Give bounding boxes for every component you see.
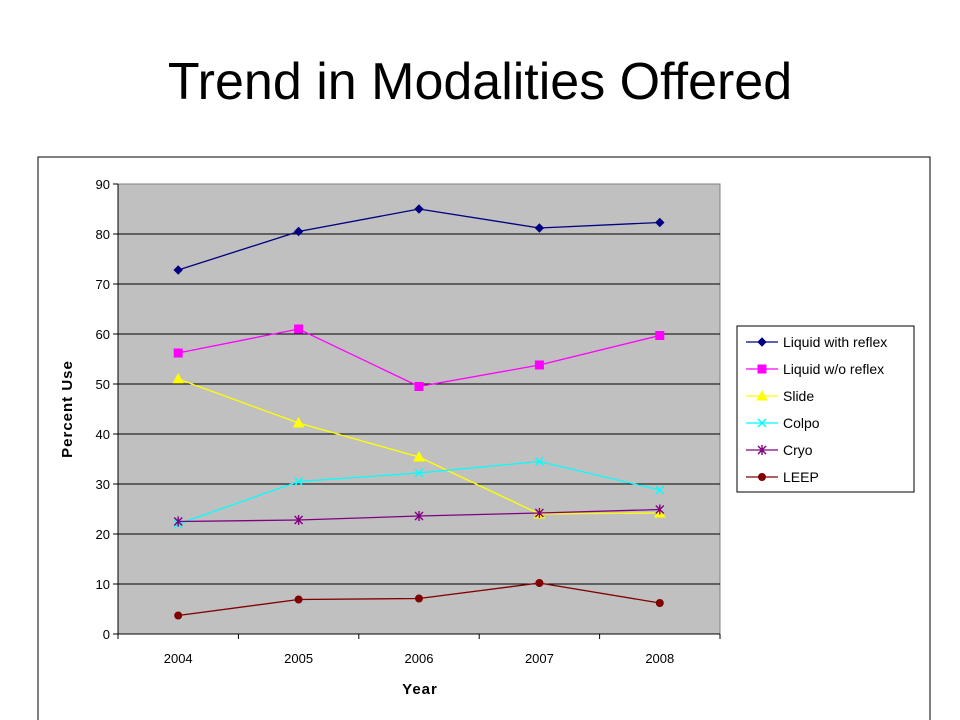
y-axis-title: Percent Use bbox=[59, 360, 76, 458]
data-point bbox=[655, 485, 665, 495]
legend-marker bbox=[756, 389, 768, 401]
data-point bbox=[655, 504, 665, 515]
y-tick-label: 30 bbox=[96, 477, 110, 492]
data-point bbox=[414, 468, 424, 478]
data-point bbox=[293, 226, 304, 237]
y-tick-label: 90 bbox=[96, 177, 110, 192]
legend-label: Liquid with reflex bbox=[783, 334, 887, 350]
data-point bbox=[174, 611, 183, 620]
legend-entry: Liquid w/o reflex bbox=[746, 361, 884, 377]
y-tick-label: 40 bbox=[96, 427, 110, 442]
legend-entry: Colpo bbox=[746, 415, 820, 431]
legend-label: Cryo bbox=[783, 442, 813, 458]
data-point bbox=[414, 511, 424, 521]
slide-title: Trend in Modalities Offered bbox=[167, 53, 793, 111]
legend-entry: Liquid with reflex bbox=[746, 334, 887, 350]
data-point bbox=[655, 331, 665, 340]
legend-label: Colpo bbox=[783, 415, 820, 431]
data-point bbox=[534, 223, 545, 233]
legend-box bbox=[736, 325, 915, 493]
series-lines bbox=[172, 204, 666, 620]
data-point bbox=[172, 372, 185, 384]
data-point bbox=[173, 265, 183, 275]
data-point bbox=[534, 360, 544, 370]
data-point bbox=[413, 450, 425, 462]
series-cryo bbox=[173, 504, 665, 527]
legend-marker bbox=[757, 337, 767, 347]
y-tick-label: 50 bbox=[96, 377, 110, 392]
series-leep bbox=[174, 579, 664, 620]
legend-label: Slide bbox=[783, 388, 814, 404]
data-point bbox=[415, 594, 423, 603]
plot-area bbox=[117, 183, 721, 635]
y-tick-label: 10 bbox=[96, 577, 110, 592]
x-tick-label: 2006 bbox=[405, 651, 434, 666]
data-point bbox=[655, 217, 665, 228]
data-point bbox=[294, 515, 304, 525]
x-tick-label: 2005 bbox=[284, 651, 313, 666]
data-point bbox=[294, 595, 303, 604]
data-point bbox=[294, 324, 304, 334]
legend-marker bbox=[757, 418, 767, 428]
data-point bbox=[173, 516, 183, 527]
data-point bbox=[534, 508, 544, 518]
x-axis-title: Year bbox=[402, 681, 438, 698]
series-liquid-with-reflex bbox=[173, 204, 665, 275]
data-point bbox=[414, 382, 424, 391]
y-tick-label: 80 bbox=[96, 227, 110, 242]
data-point bbox=[292, 416, 305, 428]
series-colpo bbox=[173, 456, 665, 529]
x-tick-label: 2008 bbox=[645, 651, 674, 666]
x-tick-label: 2007 bbox=[525, 651, 554, 666]
legend-entry: Cryo bbox=[746, 442, 813, 458]
data-point bbox=[173, 348, 183, 358]
x-tick-label: 2004 bbox=[164, 651, 193, 666]
series-liquid-w-o-reflex bbox=[173, 324, 665, 391]
data-point bbox=[534, 456, 544, 467]
legend-marker bbox=[757, 364, 767, 374]
data-point bbox=[294, 476, 304, 487]
legend: Liquid with reflex Liquid w/o reflex Slide… bbox=[736, 325, 915, 493]
legend-marker bbox=[758, 473, 766, 481]
legend-label: LEEP bbox=[783, 469, 819, 485]
y-tick-label: 70 bbox=[96, 277, 110, 292]
legend-label: Liquid w/o reflex bbox=[783, 361, 884, 377]
legend-marker bbox=[757, 445, 767, 455]
y-tick-label: 0 bbox=[103, 627, 110, 642]
gridlines bbox=[118, 233, 720, 585]
y-tick-label: 60 bbox=[96, 327, 110, 342]
data-point bbox=[655, 599, 664, 607]
axes: 0 10 20 30 40 50 60 70 80 90 2004 2005 2006 2007 2008 bbox=[96, 177, 721, 666]
data-point bbox=[414, 204, 424, 214]
legend-entry: LEEP bbox=[746, 469, 819, 485]
legend-entry: Slide bbox=[746, 388, 814, 404]
y-tick-label: 20 bbox=[96, 527, 110, 542]
data-point bbox=[535, 579, 544, 587]
